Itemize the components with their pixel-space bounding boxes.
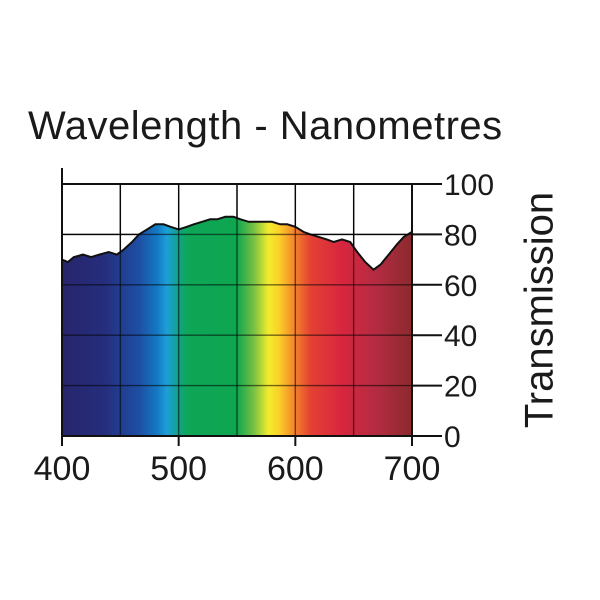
- y-tick-label: 40: [444, 320, 477, 353]
- y-tick-label: 60: [444, 270, 477, 303]
- chart-title: Wavelength - Nanometres: [28, 104, 503, 148]
- x-tick-label: 500: [150, 450, 207, 488]
- x-axis: 400 500 600 700: [34, 168, 441, 488]
- y-tick-label: 0: [444, 421, 461, 454]
- y-tick-label: 80: [444, 219, 477, 252]
- y-tick-label: 100: [444, 169, 494, 202]
- y-axis-label: Transmission: [517, 191, 562, 429]
- x-tick-label: 700: [384, 450, 441, 488]
- y-axis: 0 20 40 60 80 100: [412, 169, 494, 454]
- plot-frame: [61, 183, 413, 437]
- x-tick-label: 600: [267, 450, 324, 488]
- y-tick-label: 20: [444, 371, 477, 404]
- x-tick-label: 400: [34, 450, 91, 488]
